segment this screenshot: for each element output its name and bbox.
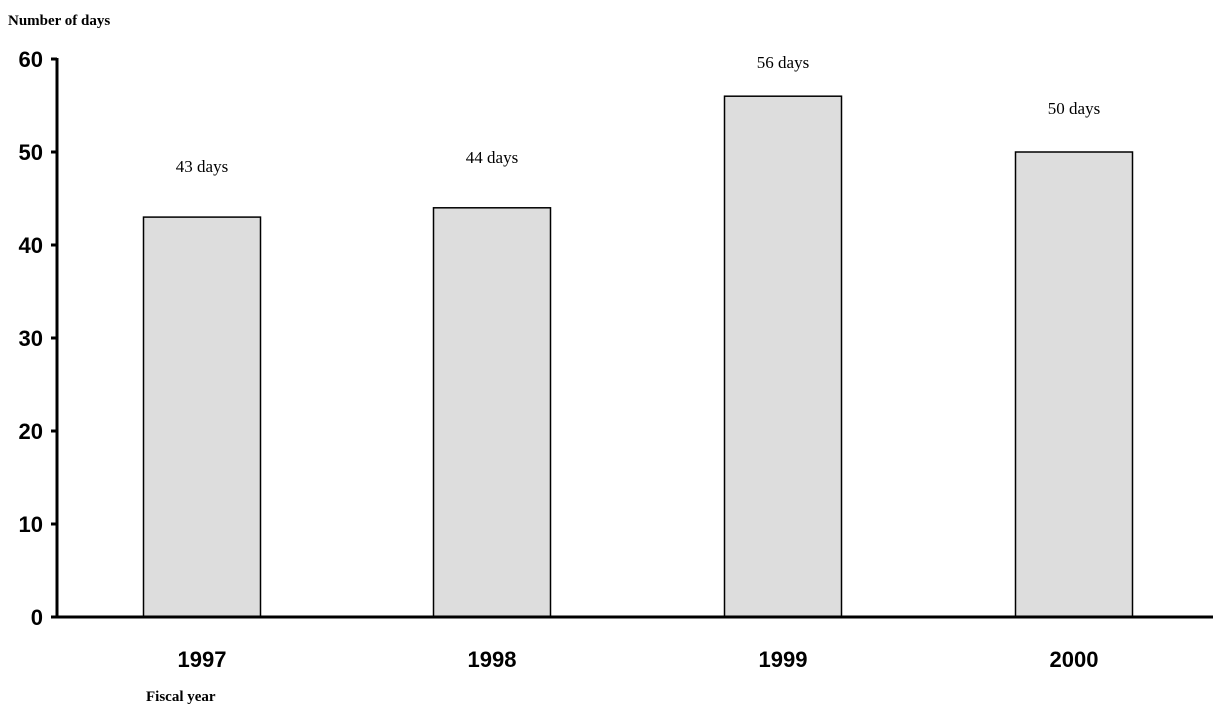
bars-group <box>142 95 1134 618</box>
data-label: 43 days <box>176 157 228 176</box>
bar-1997 <box>142 216 262 618</box>
y-tick-label: 60 <box>19 47 43 72</box>
bar-1999 <box>723 95 843 618</box>
y-tick-label: 0 <box>31 605 43 630</box>
data-label: 56 days <box>757 53 809 72</box>
y-tick-label: 40 <box>19 233 43 258</box>
y-tick-label: 50 <box>19 140 43 165</box>
data-label: 44 days <box>466 148 518 167</box>
y-tick-label: 10 <box>19 512 43 537</box>
y-tick-label: 20 <box>19 419 43 444</box>
x-tick-label: 1997 <box>178 647 227 672</box>
bar-1998 <box>432 207 552 618</box>
y-tick-label: 30 <box>19 326 43 351</box>
y-axis-title: Number of days <box>8 13 110 29</box>
data-label: 50 days <box>1048 99 1100 118</box>
x-tick-label: 1999 <box>759 647 808 672</box>
x-tick-label: 1998 <box>468 647 517 672</box>
x-axis-title: Fiscal year <box>146 689 216 705</box>
data-labels-group: 43 days 44 days 56 days 50 days <box>176 53 1100 176</box>
bar-2000 <box>1014 151 1134 618</box>
x-tick-label: 2000 <box>1050 647 1099 672</box>
x-axis-tick-labels: 1997 1998 1999 2000 <box>178 647 1099 672</box>
y-axis-ticks: 0 10 20 30 40 50 60 <box>19 47 57 630</box>
